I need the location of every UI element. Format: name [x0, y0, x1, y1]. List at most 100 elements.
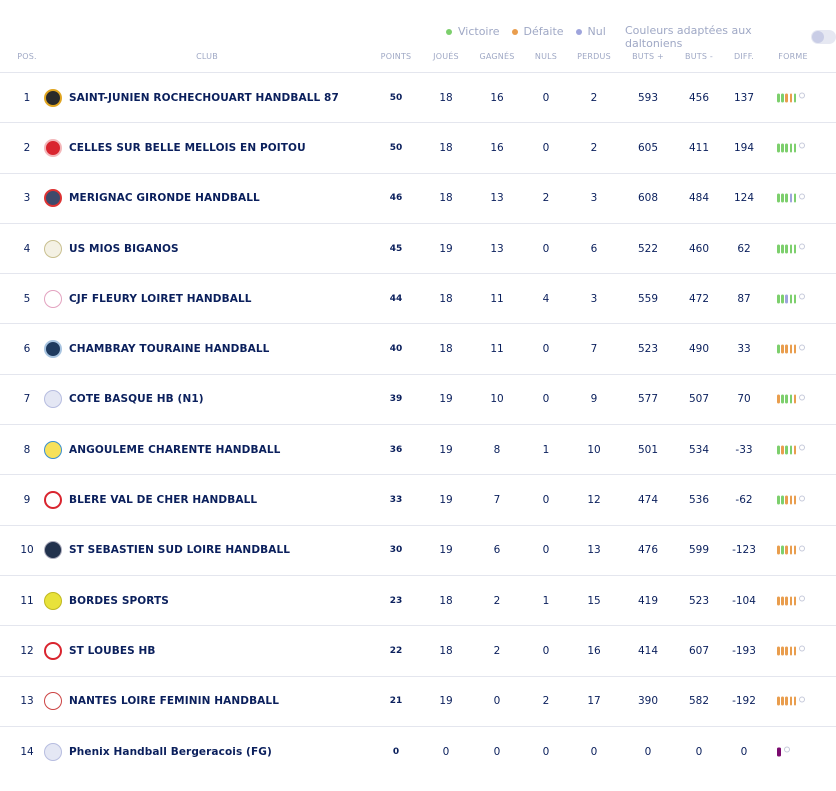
- form-indicator[interactable]: [777, 394, 805, 404]
- form-indicator[interactable]: [777, 344, 805, 354]
- cell-nuls: 2: [542, 695, 550, 708]
- cell-perdus: 9: [590, 393, 598, 406]
- form-bar-victoire: [781, 294, 784, 304]
- table-row[interactable]: 9 33 19 7 0 12 474 536 -62 BLERE VAL DE CHER HAND…: [0, 474, 836, 524]
- form-bar-defaite: [789, 646, 793, 656]
- next-match-icon: [798, 394, 805, 401]
- form-bar-victoire: [785, 143, 788, 153]
- table-row[interactable]: 7 39 19 10 0 9 577 507 70 COTE BASQUE HB (N1): [0, 373, 836, 424]
- club-name[interactable]: MERIGNAC GIRONDE HANDBALL: [69, 192, 260, 205]
- club-name[interactable]: NANTES LOIRE FEMININ HANDBALL: [69, 695, 279, 708]
- form-bar-victoire: [777, 344, 780, 354]
- club-name[interactable]: ANGOULEME CHARENTE HANDBALL: [69, 443, 281, 456]
- cell-nuls: 1: [542, 594, 550, 607]
- form-bar-victoire: [785, 394, 788, 404]
- club-cell[interactable]: COTE BASQUE HB (N1): [44, 390, 204, 409]
- header-club: CLUB: [196, 52, 218, 61]
- form-indicator[interactable]: [777, 545, 805, 555]
- table-row[interactable]: 12 22 18 2 0 16 414 607 -193 ST LOUBES HB: [0, 625, 836, 675]
- next-match-icon: [798, 344, 805, 351]
- table-row[interactable]: 2 50 18 16 0 2 605 411 194 CELLES SUR BELLE MELLO…: [0, 122, 836, 172]
- next-match-icon: [798, 193, 805, 200]
- cell-nuls: 0: [542, 242, 550, 255]
- club-cell[interactable]: NANTES LOIRE FEMININ HANDBALL: [44, 692, 279, 711]
- table-row[interactable]: 11 23 18 2 1 15 419 523 -104 BORDES SPORTS: [0, 574, 836, 625]
- club-cell[interactable]: BORDES SPORTS: [44, 591, 169, 610]
- form-bar-victoire: [793, 93, 797, 103]
- next-match-icon: [798, 645, 805, 652]
- form-indicator[interactable]: [777, 696, 805, 706]
- club-name[interactable]: ST SEBASTIEN SUD LOIRE HANDBALL: [69, 544, 291, 557]
- cell-points: 33: [389, 495, 403, 506]
- club-name[interactable]: CJF FLEURY LOIRET HANDBALL: [69, 292, 252, 305]
- club-name[interactable]: BORDES SPORTS: [69, 594, 169, 607]
- club-cell[interactable]: CJF FLEURY LOIRET HANDBALL: [44, 289, 252, 308]
- cell-diff: 137: [733, 91, 755, 104]
- cell-points: 46: [389, 193, 403, 204]
- form-bar-victoire: [793, 294, 797, 304]
- club-name[interactable]: CHAMBRAY TOURAINE HANDBALL: [69, 343, 270, 356]
- club-cell[interactable]: CHAMBRAY TOURAINE HANDBALL: [44, 340, 270, 359]
- cell-buts-plus: 476: [637, 544, 659, 557]
- table-row[interactable]: 6 40 18 11 0 7 523 490 33 CHAMBRAY TOURAINE HANDB…: [0, 323, 836, 373]
- cell-buts-minus: 0: [695, 745, 703, 758]
- club-name[interactable]: COTE BASQUE HB (N1): [69, 393, 204, 406]
- legend-nul: Nul: [575, 25, 606, 38]
- form-indicator[interactable]: [777, 293, 805, 304]
- club-name[interactable]: Phenix Handball Bergeracois (FG): [69, 745, 272, 758]
- cell-pos: 10: [20, 544, 34, 557]
- club-cell[interactable]: SAINT-JUNIEN ROCHECHOUART HANDBALL 87: [44, 88, 339, 107]
- table-row[interactable]: 10 30 19 6 0 13 476 599 -123 ST SEBASTIEN SUD LOI…: [0, 524, 836, 575]
- cell-joues: 19: [439, 695, 453, 708]
- club-cell[interactable]: ANGOULEME CHARENTE HANDBALL: [44, 440, 281, 459]
- club-name[interactable]: SAINT-JUNIEN ROCHECHOUART HANDBALL 87: [69, 91, 339, 104]
- club-name[interactable]: US MIOS BIGANOS: [69, 242, 179, 255]
- club-name[interactable]: BLERE VAL DE CHER HANDBALL: [69, 494, 258, 507]
- table-row[interactable]: 3 46 18 13 2 3 608 484 124 MERIGNAC GIRONDE HANDB…: [0, 172, 836, 223]
- table-row[interactable]: 4 45 19 13 0 6 522 460 62 US MIOS BIGANOS: [0, 222, 836, 273]
- cell-perdus: 10: [587, 443, 601, 456]
- form-bar-victoire: [777, 143, 780, 153]
- club-cell[interactable]: CELLES SUR BELLE MELLOIS EN POITOU: [44, 138, 306, 157]
- form-bar-victoire: [789, 394, 793, 404]
- legend-victoire: Victoire: [446, 25, 500, 38]
- nul-dot-icon: [575, 28, 582, 35]
- cell-pos: 1: [23, 91, 31, 104]
- form-indicator[interactable]: [777, 645, 805, 656]
- cell-buts-plus: 577: [637, 393, 659, 406]
- club-cell[interactable]: MERIGNAC GIRONDE HANDBALL: [44, 189, 260, 208]
- form-indicator[interactable]: [777, 444, 805, 455]
- form-indicator[interactable]: [777, 495, 805, 505]
- club-name[interactable]: CELLES SUR BELLE MELLOIS EN POITOU: [69, 141, 306, 154]
- cell-joues: 18: [439, 192, 453, 205]
- form-bar-victoire: [781, 193, 784, 203]
- table-row[interactable]: 1 50 18 16 0 2 593 456 137 SAINT-JUNIEN ROCHECHOU…: [0, 72, 836, 122]
- cell-buts-minus: 456: [688, 91, 710, 104]
- table-row[interactable]: 14 0 0 0 0 0 0 0 0 Phenix Handball Bergeracois (F…: [0, 725, 836, 776]
- legend-label: Nul: [587, 25, 606, 38]
- form-indicator[interactable]: [777, 92, 805, 103]
- form-bar-victoire: [777, 294, 780, 304]
- cell-buts-plus: 0: [644, 745, 652, 758]
- club-cell[interactable]: ST LOUBES HB: [44, 641, 156, 660]
- form-indicator[interactable]: [777, 243, 805, 254]
- table-row[interactable]: 13 21 19 0 2 17 390 582 -192 NANTES LOIRE FEMININ…: [0, 675, 836, 726]
- cell-points: 30: [389, 545, 403, 556]
- table-row[interactable]: 5 44 18 11 4 3 559 472 87 CJF FLEURY LOIRET HANDB…: [0, 273, 836, 323]
- cell-diff: 87: [737, 292, 751, 305]
- form-indicator[interactable]: [777, 746, 790, 756]
- club-cell[interactable]: US MIOS BIGANOS: [44, 239, 179, 258]
- cell-nuls: 0: [542, 544, 550, 557]
- cell-joues: 18: [439, 594, 453, 607]
- header-perdus: PERDUS: [577, 52, 611, 61]
- colorblind-toggle[interactable]: [811, 30, 836, 44]
- club-name[interactable]: ST LOUBES HB: [69, 644, 156, 657]
- club-cell[interactable]: BLERE VAL DE CHER HANDBALL: [44, 491, 258, 510]
- club-cell[interactable]: Phenix Handball Bergeracois (FG): [44, 742, 272, 761]
- table-row[interactable]: 8 36 19 8 1 10 501 534 -33 ANGOULEME CHARENTE HAN…: [0, 424, 836, 474]
- form-indicator[interactable]: [777, 142, 805, 153]
- form-indicator[interactable]: [777, 595, 805, 606]
- form-indicator[interactable]: [777, 193, 805, 203]
- club-cell[interactable]: ST SEBASTIEN SUD LOIRE HANDBALL: [44, 541, 291, 560]
- cell-pos: 14: [20, 745, 34, 758]
